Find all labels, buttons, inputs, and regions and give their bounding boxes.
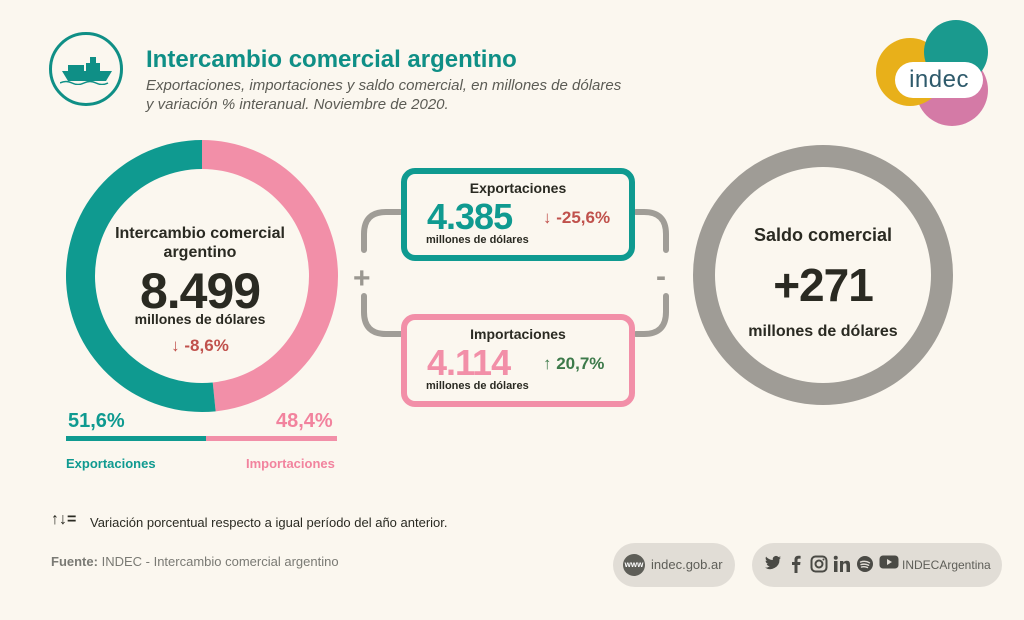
intercambio-variation: ↓ -8,6% xyxy=(171,336,229,355)
logo-text: indec xyxy=(895,62,983,98)
share-exportaciones: 51,6% xyxy=(68,410,125,432)
importaciones-title: Importaciones xyxy=(470,326,566,342)
donut-slice-exportaciones xyxy=(66,140,216,412)
linkedin-icon[interactable] xyxy=(833,555,851,575)
importaciones-unit: millones de dólares xyxy=(426,380,529,392)
social-links: INDECArgentina xyxy=(752,543,1002,587)
exportaciones-title: Exportaciones xyxy=(469,180,567,196)
exportaciones-variation: ↓ -25,6% xyxy=(543,208,611,227)
website-link[interactable]: www indec.gob.ar xyxy=(613,543,735,587)
website-text: indec.gob.ar xyxy=(651,557,723,572)
youtube-icon[interactable] xyxy=(879,555,899,575)
exportaciones-unit: millones de dólares xyxy=(426,234,529,246)
social-handle: INDECArgentina xyxy=(902,558,991,572)
indec-logo: indec xyxy=(876,18,992,130)
twitter-icon[interactable] xyxy=(764,555,782,575)
subtitle-line-2: y variación % interanual. Noviembre de 2… xyxy=(146,96,449,113)
intercambio-unit: millones de dólares xyxy=(134,311,266,327)
intercambio-donut xyxy=(66,140,338,412)
plus-sign: + xyxy=(353,262,371,295)
variation-note: Variación porcentual respecto a igual pe… xyxy=(90,515,448,530)
social-icons xyxy=(764,554,899,576)
importaciones-card: Importaciones 4.114 millones de dólares … xyxy=(401,314,635,407)
intercambio-label: Intercambio comercial argentino xyxy=(115,225,285,261)
legend-importaciones: Importaciones xyxy=(246,456,335,471)
facebook-icon[interactable] xyxy=(787,555,805,575)
source-line: Fuente: INDEC - Intercambio comercial ar… xyxy=(51,554,339,569)
saldo-unit: millones de dólares xyxy=(748,323,898,340)
share-importaciones: 48,4% xyxy=(276,410,333,432)
source-label: Fuente: xyxy=(51,554,98,569)
share-bar-importaciones xyxy=(206,436,337,441)
importaciones-value: 4.114 xyxy=(427,342,511,383)
intercambio-value: 8.499 xyxy=(139,263,261,319)
saldo-value: +271 xyxy=(773,259,874,311)
page-subtitle: Exportaciones, importaciones y saldo com… xyxy=(146,76,666,114)
instagram-icon[interactable] xyxy=(810,555,828,575)
connector-lines xyxy=(361,209,669,337)
subtitle-line-1: Exportaciones, importaciones y saldo com… xyxy=(146,77,622,94)
variation-arrows-icon: ↑↓= xyxy=(51,511,77,528)
page-title: Intercambio comercial argentino xyxy=(146,46,517,73)
exportaciones-value: 4.385 xyxy=(427,196,513,237)
exportaciones-card: Exportaciones 4.385 millones de dólares … xyxy=(401,168,635,261)
donut-slice-importaciones xyxy=(202,140,338,412)
saldo-label: Saldo comercial xyxy=(753,225,893,245)
spotify-icon[interactable] xyxy=(856,555,874,575)
source-text: INDEC - Intercambio comercial argentino xyxy=(101,554,339,569)
minus-sign: - xyxy=(656,260,666,293)
share-bar-exportaciones xyxy=(66,436,206,441)
importaciones-variation: ↑ 20,7% xyxy=(543,354,605,373)
ship-icon xyxy=(49,32,123,106)
legend-exportaciones: Exportaciones xyxy=(66,456,156,471)
www-icon: www xyxy=(623,554,645,576)
